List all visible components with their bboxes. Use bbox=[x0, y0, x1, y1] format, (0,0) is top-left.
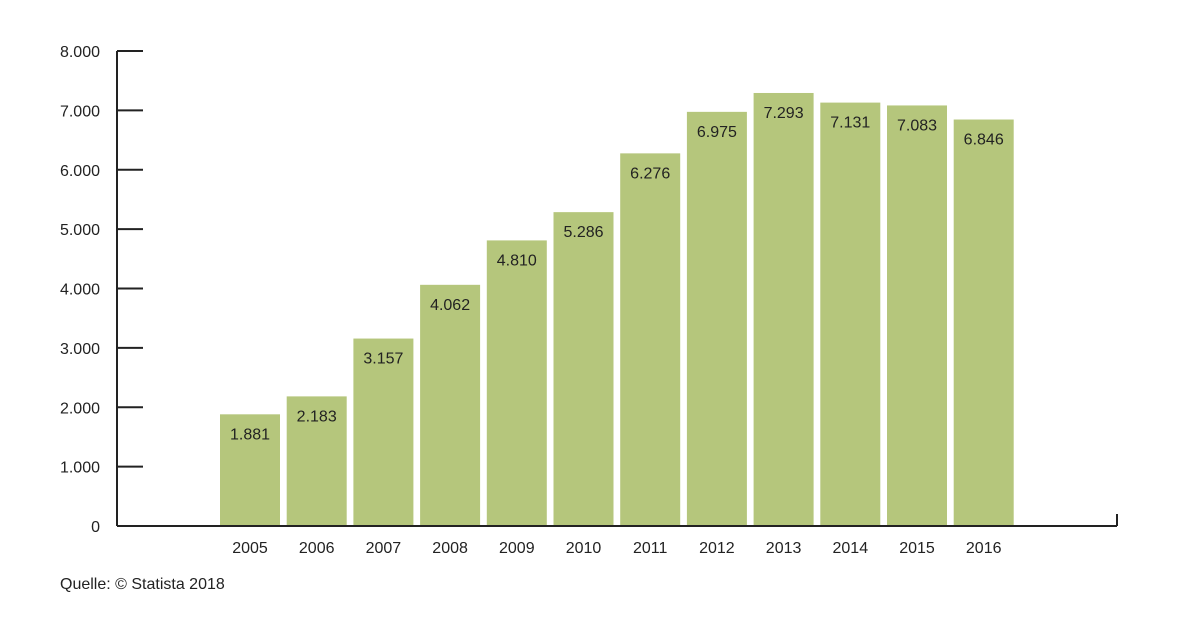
bar-value-label: 7.083 bbox=[897, 117, 937, 134]
bar bbox=[286, 396, 347, 526]
bar bbox=[220, 414, 280, 526]
x-tick-label: 2008 bbox=[432, 540, 468, 557]
bar bbox=[620, 153, 681, 527]
x-tick-label: 2005 bbox=[232, 540, 268, 557]
x-tick-label: 2010 bbox=[566, 540, 602, 557]
bar bbox=[486, 240, 547, 526]
x-tick-label: 2006 bbox=[299, 540, 335, 557]
bar-value-label: 4.810 bbox=[497, 252, 537, 269]
x-tick-label: 2016 bbox=[966, 540, 1002, 557]
x-tick-label: 2007 bbox=[366, 540, 402, 557]
y-tick-label: 6.000 bbox=[60, 163, 100, 180]
bar-value-label: 4.062 bbox=[430, 297, 470, 314]
bar-value-label: 1.881 bbox=[230, 426, 270, 443]
y-tick-label: 8.000 bbox=[60, 44, 100, 61]
y-tick-label: 5.000 bbox=[60, 222, 100, 239]
bar bbox=[553, 212, 614, 527]
bar bbox=[420, 284, 481, 526]
bar bbox=[686, 111, 747, 526]
bar bbox=[887, 105, 947, 527]
x-tick-label: 2015 bbox=[899, 540, 935, 557]
bars: 1.881 2.183 3.157 4.062 4.810 5.286 6.276 6.975… bbox=[220, 92, 1014, 527]
bar bbox=[953, 119, 1014, 527]
x-axis: 2005 2006 2007 2008 2009 2010 2011 2012 2013 2014… bbox=[117, 514, 1118, 557]
bar-value-label: 6.846 bbox=[964, 132, 1004, 149]
y-tick-label: 3.000 bbox=[60, 341, 100, 358]
y-axis: 0 1.000 2.000 3.000 4.000 5.000 6.000 7.000 8.00… bbox=[60, 44, 143, 536]
y-tick-label: 1.000 bbox=[60, 460, 100, 477]
y-tick-label: 4.000 bbox=[60, 282, 100, 299]
x-tick-label: 2011 bbox=[633, 540, 668, 557]
x-tick-label: 2013 bbox=[766, 540, 802, 557]
bar-value-label: 7.131 bbox=[830, 115, 870, 132]
x-tick-label: 2009 bbox=[499, 540, 535, 557]
bar-value-label: 5.286 bbox=[563, 224, 603, 241]
y-tick-label: 0 bbox=[91, 519, 100, 536]
bar-value-label: 2.183 bbox=[297, 408, 337, 425]
bar-value-label: 6.975 bbox=[697, 124, 737, 141]
y-tick-label: 2.000 bbox=[60, 400, 100, 417]
bar bbox=[820, 102, 881, 527]
bar bbox=[753, 92, 814, 527]
source-note: Quelle: © Statista 2018 bbox=[60, 576, 225, 593]
bar-value-label: 7.293 bbox=[764, 105, 804, 122]
x-tick-label: 2014 bbox=[833, 540, 869, 557]
x-tick-label: 2012 bbox=[699, 540, 735, 557]
bar-value-label: 6.276 bbox=[630, 165, 670, 182]
bar-value-label: 3.157 bbox=[363, 351, 403, 368]
bar bbox=[353, 338, 414, 526]
y-tick-label: 7.000 bbox=[60, 103, 100, 120]
